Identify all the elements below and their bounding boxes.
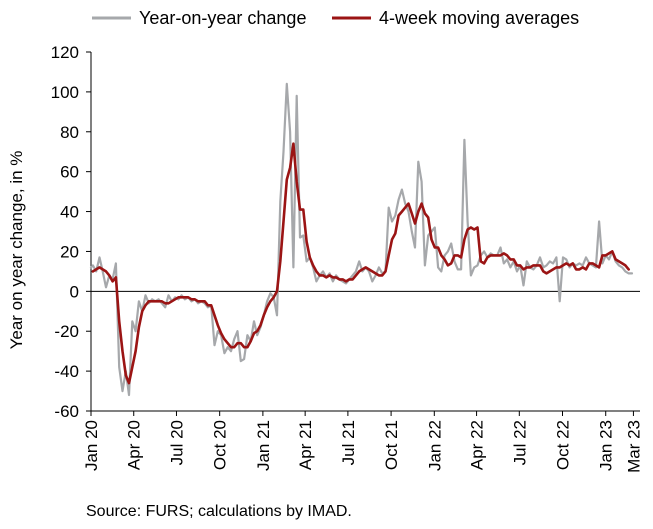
x-tick-label: Oct 20 [211,420,230,470]
y-tick-label: 0 [70,282,79,301]
y-tick-label: -60 [54,402,79,421]
plot-area [89,82,640,397]
x-tick-label: Oct 22 [554,420,573,470]
x-tick-label: Apr 20 [125,420,144,470]
y-tick-label: 60 [60,163,79,182]
x-tick-label: Oct 21 [382,420,401,470]
y-axis: -60 -40 -20 0 20 40 60 80 100 120 [51,43,92,421]
y-tick-label: -40 [54,362,79,381]
series-line-yoy [89,82,634,397]
legend-label-moving-average: 4-week moving averages [379,8,579,28]
y-tick-label: 120 [51,43,79,62]
source-note: Source: FURS; calculations by IMAD. [86,503,352,520]
y-tick-label: 20 [60,242,79,261]
x-tick-label: Jul 22 [510,420,529,465]
y-tick-label: 40 [60,203,79,222]
series-line-moving-average [91,142,631,385]
x-tick-label: Apr 22 [468,420,487,470]
x-tick-label: Jan 20 [82,420,101,471]
x-tick-label: Jul 21 [339,420,358,465]
y-axis-label: Year on year change, in % [7,151,26,350]
x-tick-label: Jan 22 [425,420,444,471]
y-tick-label: 80 [60,123,79,142]
y-tick-label: -20 [54,322,79,341]
x-tick-label: Jan 23 [597,420,616,471]
y-tick-label: 100 [51,83,79,102]
x-tick-label: Apr 21 [296,420,315,470]
x-tick-label: Jan 21 [254,420,273,471]
x-axis: Jan 20 Apr 20 Jul 20 Oct 20 Jan 21 Apr 21 Jul … [82,410,643,473]
x-tick-label: Mar 23 [624,420,643,473]
legend: Year-on-year change 4-week moving average… [92,8,579,28]
x-tick-label: Jul 20 [167,420,186,465]
legend-label-yoy: Year-on-year change [139,8,306,28]
